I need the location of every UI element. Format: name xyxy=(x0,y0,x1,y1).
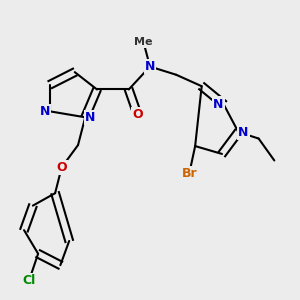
Text: N: N xyxy=(85,111,96,124)
Text: Br: Br xyxy=(182,167,197,180)
Text: N: N xyxy=(238,125,249,139)
Text: N: N xyxy=(40,105,50,118)
Text: Me: Me xyxy=(134,37,153,47)
Text: N: N xyxy=(145,60,155,73)
Text: O: O xyxy=(56,161,67,174)
Text: N: N xyxy=(213,98,224,111)
Text: Cl: Cl xyxy=(22,274,36,287)
Text: O: O xyxy=(132,108,143,121)
